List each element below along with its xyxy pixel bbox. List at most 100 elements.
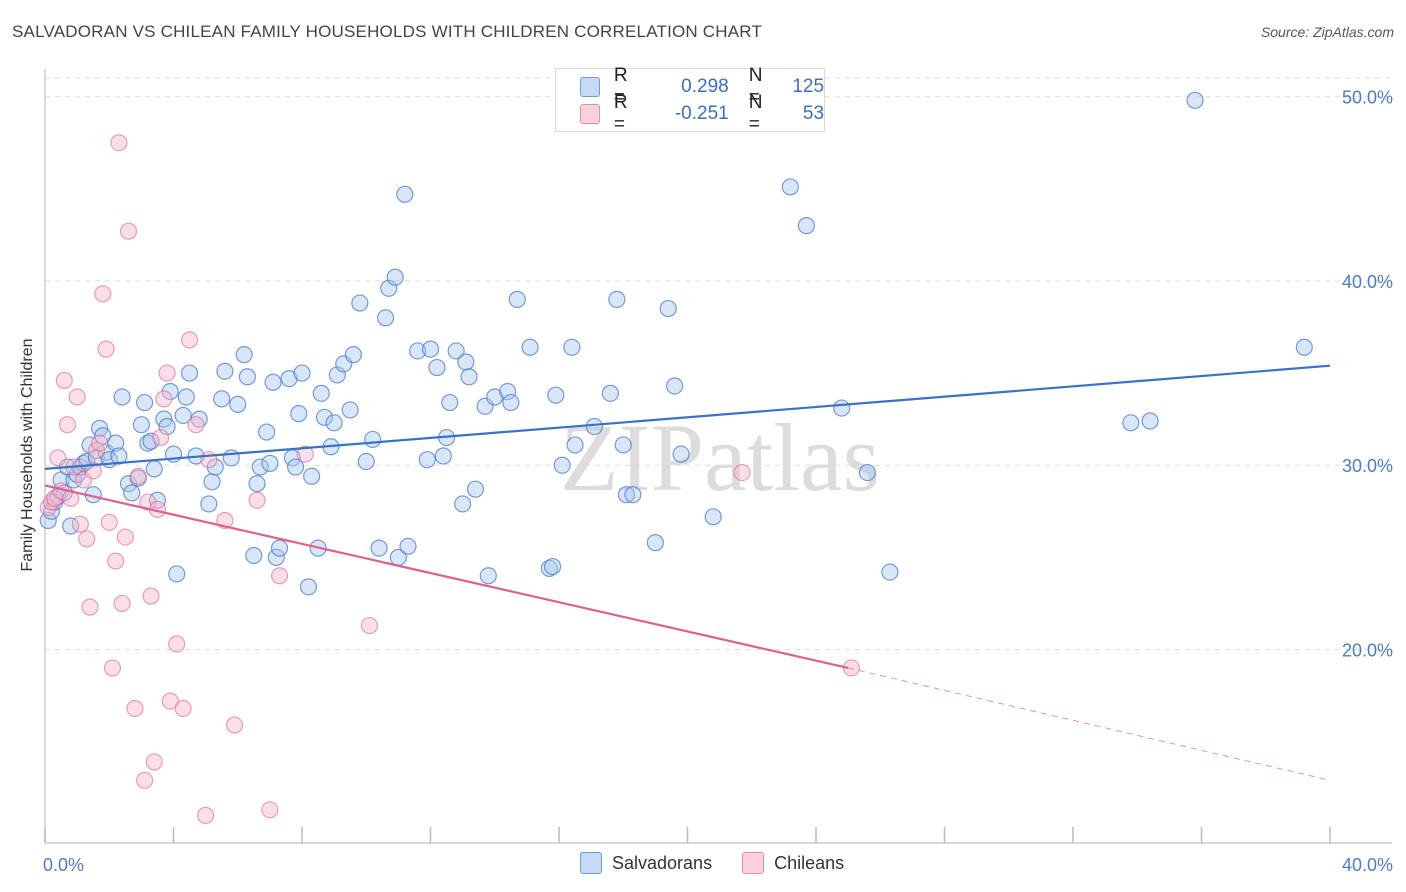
salvadoran-point — [396, 185, 414, 203]
chilean-point — [110, 134, 128, 152]
salvadoran-point — [454, 495, 472, 513]
legend-r-value: 0.298 — [681, 76, 729, 97]
chilean-point — [39, 499, 57, 517]
chilean-point — [152, 428, 170, 447]
legend-label: Chileans — [774, 852, 845, 873]
chilean-point — [180, 331, 199, 349]
y-tick-label: 30.0% — [1342, 456, 1393, 476]
salvadoran-point — [303, 467, 321, 485]
chilean-point — [71, 515, 89, 533]
salvadoran-point — [457, 353, 475, 371]
salvadoran-point — [646, 534, 664, 552]
salvadoran-point — [704, 508, 722, 526]
salvadoran-point — [180, 364, 199, 382]
salvadoran-point — [341, 401, 359, 419]
salvadoran-point — [370, 539, 388, 557]
salvadoran-point — [190, 410, 208, 428]
chilean-point — [78, 530, 96, 548]
chilean-point — [94, 285, 112, 303]
salvadoran-point — [351, 294, 369, 312]
salvadoran-point — [113, 388, 131, 406]
salvadoran-point — [200, 495, 218, 513]
salvadoran-point — [666, 377, 684, 395]
chilean-point — [225, 716, 244, 734]
chart-title: SALVADORAN VS CHILEAN FAMILY HOUSEHOLDS … — [12, 22, 763, 41]
chilean-point — [68, 388, 86, 406]
chilean-point — [261, 801, 279, 819]
legend-swatch-pink — [580, 104, 600, 124]
x-tick-label: 0.0% — [43, 855, 84, 875]
salvadoran-point — [235, 346, 253, 364]
salvadoran-point — [280, 370, 298, 388]
salvadoran-point — [614, 436, 632, 454]
legend-swatch-pink — [742, 852, 765, 874]
chilean-point — [197, 806, 215, 824]
salvadoran-point — [1186, 91, 1204, 109]
y-tick-label: 40.0% — [1342, 272, 1393, 292]
salvadoran-point — [418, 451, 436, 469]
salvadoran-point — [547, 386, 565, 404]
legend-item-chileans[interactable]: Chileans — [742, 852, 844, 874]
legend-row-chileans: R = -0.251 N = 53 — [580, 92, 824, 135]
chilean-point — [161, 692, 179, 710]
chilean-point — [81, 598, 99, 616]
salvadoran-point — [203, 473, 221, 491]
salvadoran-point — [659, 299, 677, 318]
chilean-point — [107, 552, 125, 570]
chilean-point — [187, 416, 205, 434]
chilean-point — [174, 699, 192, 718]
salvadoran-point — [39, 511, 57, 530]
chilean-point — [142, 587, 160, 605]
trend-lines — [44, 364, 1331, 781]
chilean-point — [296, 445, 314, 463]
salvadoran-point — [1122, 414, 1140, 432]
salvadoran-point — [364, 430, 382, 449]
salvadoran-point — [428, 358, 446, 377]
legend-row-salvadorans: R = 0.298 N = 125 — [580, 65, 824, 108]
salvadoran-point — [213, 390, 231, 408]
salvadoran-point — [145, 460, 163, 478]
salvadoran-point — [344, 346, 362, 364]
salvadoran-point — [858, 463, 877, 482]
stats-legend: R = 0.298 N = 125 R = -0.251 N = 53 — [555, 65, 825, 135]
legend-item-salvadorans[interactable]: Salvadorans — [580, 852, 712, 874]
salvadoran-point — [672, 445, 690, 463]
legend-r-label: R = — [613, 65, 628, 108]
salvadoran-point — [312, 384, 330, 402]
salvadoran-point — [624, 486, 642, 504]
salvadoran-point — [1295, 338, 1313, 356]
salvadoran-trend-line — [44, 364, 1331, 470]
salvadorans-points — [39, 91, 1313, 596]
salvadoran-point — [376, 309, 395, 327]
salvadoran-point — [499, 382, 517, 401]
salvadoran-point — [421, 340, 440, 358]
watermark: ZIPatlas — [560, 404, 880, 511]
chilean-point — [103, 659, 122, 677]
x-tick-label: 40.0% — [1342, 855, 1393, 875]
chilean-point — [158, 364, 176, 382]
salvadoran-point — [325, 414, 343, 432]
salvadoran-point — [881, 563, 899, 581]
legend-swatch-blue — [580, 852, 602, 874]
chileans-points — [39, 134, 860, 824]
salvadoran-point — [466, 480, 485, 498]
chilean-point — [100, 513, 118, 531]
salvadoran-point — [566, 436, 584, 454]
salvadoran-point — [617, 486, 636, 504]
source-label: Source: ZipAtlas.com — [1260, 24, 1394, 40]
salvadoran-point — [357, 452, 375, 471]
salvadoran-point — [270, 539, 289, 557]
salvadoran-point — [229, 395, 247, 413]
chilean-point — [270, 567, 289, 585]
y-tick-label: 50.0% — [1342, 88, 1393, 108]
salvadoran-point — [177, 388, 195, 406]
chilean-point — [733, 463, 751, 482]
salvadoran-point — [1141, 412, 1159, 430]
salvadoran-point — [608, 290, 626, 308]
salvadoran-point — [135, 393, 154, 412]
salvadoran-point — [502, 393, 520, 412]
salvadoran-point — [543, 557, 562, 576]
chilean-point — [145, 753, 163, 771]
salvadoran-point — [447, 342, 465, 360]
salvadoran-point — [409, 342, 427, 360]
